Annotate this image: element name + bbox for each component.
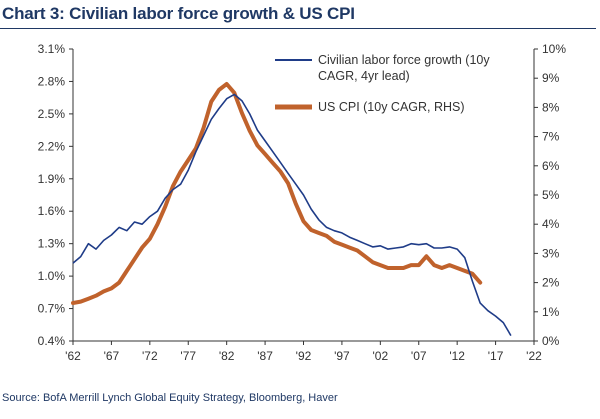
x-tick-label: '87 — [257, 349, 273, 363]
left-tick-label: 1.6% — [38, 204, 66, 218]
chart-canvas: 0.4% 0.7% 1.0% 1.3% 1.6% 1.9% 2.2% 2.5% 2.8% 3.1%… — [38, 42, 567, 363]
title-divider — [0, 28, 596, 29]
x-tick-label: '92 — [296, 349, 312, 363]
right-tick-label: 0% — [542, 334, 560, 348]
left-tick-label: 3.1% — [38, 42, 66, 56]
x-tick-label: '62 — [65, 349, 81, 363]
x-tick-label: '22 — [526, 349, 542, 363]
left-tick-label: 2.5% — [38, 107, 66, 121]
x-tick-label: '67 — [104, 349, 120, 363]
x-tick-label: '77 — [180, 349, 196, 363]
x-tick-label: '07 — [411, 349, 427, 363]
right-tick-label: 10% — [542, 42, 566, 56]
series-line-labor-force — [72, 93, 512, 337]
right-tick-label: 9% — [542, 71, 560, 85]
chart-title: Chart 3: Civilian labor force growth & U… — [2, 4, 355, 23]
series-line-us-cpi — [71, 82, 483, 305]
left-tick-label: 0.4% — [38, 334, 66, 348]
left-tick-label: 2.2% — [38, 139, 66, 153]
x-tick-label: '97 — [334, 349, 350, 363]
right-tick-label: 4% — [542, 217, 560, 231]
right-tick-label: 3% — [542, 246, 560, 260]
right-tick-label: 5% — [542, 188, 560, 202]
left-tick-label: 0.7% — [38, 302, 66, 316]
x-tick-label: '72 — [142, 349, 158, 363]
x-tick-label: '17 — [488, 349, 504, 363]
x-tick-label: '02 — [373, 349, 389, 363]
legend-label-us-cpi: US CPI (10y CAGR, RHS) — [318, 100, 465, 114]
left-tick-label: 1.9% — [38, 172, 66, 186]
left-tick-label: 1.0% — [38, 269, 66, 283]
legend-label-labor-force-line1: Civilian labor force growth (10y — [318, 53, 490, 67]
x-tick-label: '12 — [449, 349, 465, 363]
right-tick-label: 8% — [542, 100, 560, 114]
right-tick-label: 1% — [542, 305, 560, 319]
legend-label-labor-force-line2: CAGR, 4yr lead) — [318, 69, 410, 83]
right-tick-label: 6% — [542, 159, 560, 173]
right-tick-label: 7% — [542, 130, 560, 144]
source-note: Source: BofA Merrill Lynch Global Equity… — [2, 392, 338, 404]
x-tick-label: '82 — [219, 349, 235, 363]
right-tick-label: 2% — [542, 276, 560, 290]
left-tick-label: 1.3% — [38, 237, 66, 251]
left-tick-label: 2.8% — [38, 74, 66, 88]
